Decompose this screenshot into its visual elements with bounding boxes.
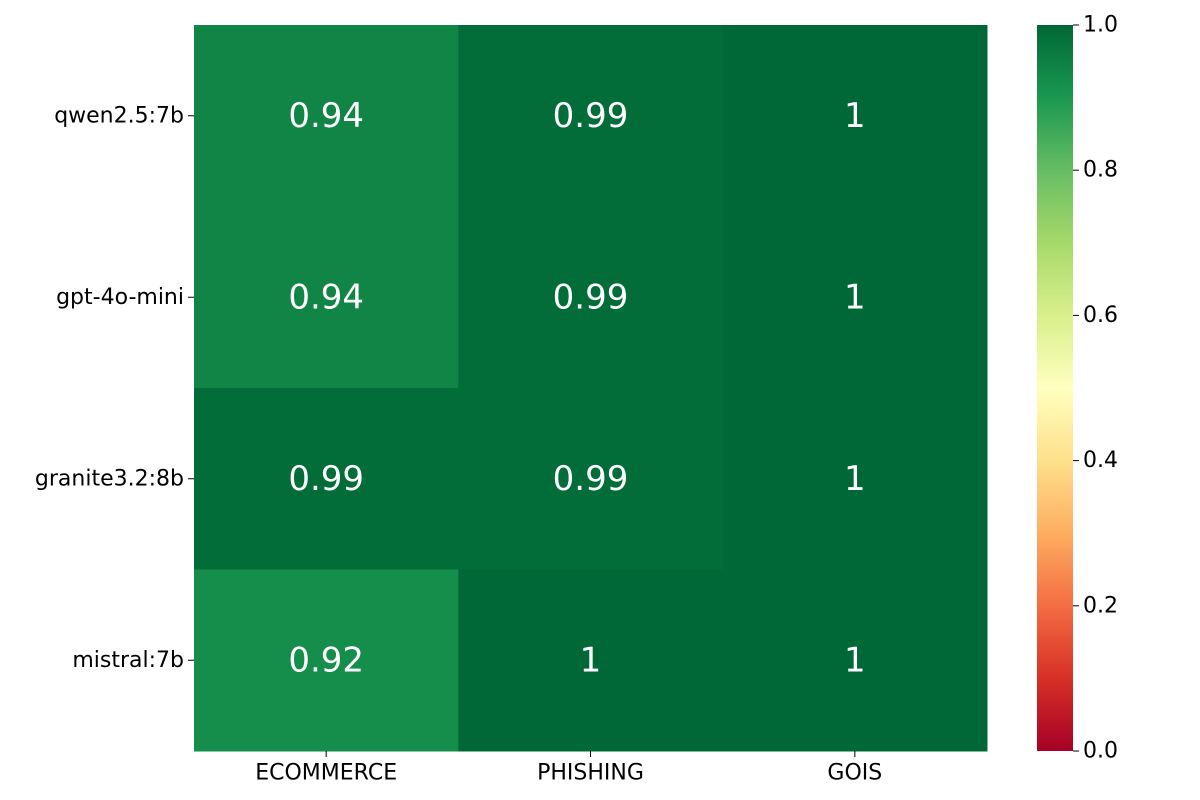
cell-value-label: 0.99 — [553, 459, 629, 499]
x-tick-label: PHISHING — [537, 761, 644, 786]
heatmap-cell — [458, 206, 724, 389]
cell-value-label: 0.99 — [553, 96, 629, 136]
heatmap-cell — [194, 25, 459, 207]
y-tick-label: mistral:7b — [72, 648, 184, 673]
heatmap-cell — [722, 569, 988, 752]
heatmap-cells — [194, 25, 988, 752]
cell-value-label: 1 — [844, 277, 866, 317]
heatmap-cell — [722, 206, 988, 389]
cell-value-label: 1 — [844, 459, 866, 499]
cell-value-label: 0.92 — [288, 640, 364, 680]
colorbar-tick-label: 0.6 — [1083, 303, 1118, 328]
y-tick-label: gpt-4o-mini — [56, 285, 184, 310]
colorbar-tick-label: 0.8 — [1083, 158, 1118, 183]
cell-value-label: 0.99 — [553, 277, 629, 317]
cell-annotations: 0.94 0.99 1 0.94 0.99 1 0.99 0.99 1 0.92 1 1 — [288, 96, 865, 681]
cell-value-label: 1 — [844, 640, 866, 680]
cell-value-label: 0.94 — [288, 277, 364, 317]
heatmap-cell — [458, 388, 724, 570]
colorbar-tick-label: 0.4 — [1083, 448, 1118, 473]
heatmap-cell — [194, 206, 459, 389]
heatmap-cell — [722, 388, 988, 570]
cell-value-label: 0.94 — [288, 96, 364, 136]
cell-value-label: 1 — [580, 640, 602, 680]
x-axis-tick-labels: ECOMMERCE PHISHING GOIS — [255, 751, 882, 786]
x-tick-label: GOIS — [827, 761, 882, 786]
colorbar — [1037, 25, 1073, 751]
colorbar-tick-label: 0.2 — [1083, 593, 1118, 618]
colorbar-ticks: 0.0 0.2 0.4 0.6 0.8 1.0 — [1073, 13, 1118, 764]
y-tick-label: granite3.2:8b — [35, 466, 184, 491]
heatmap-cell — [722, 25, 988, 207]
y-axis-tick-labels: qwen2.5:7b gpt-4o-mini granite3.2:8b mistra… — [35, 103, 194, 673]
heatmap-cell — [194, 569, 459, 752]
cell-value-label: 1 — [844, 96, 866, 136]
x-tick-label: ECOMMERCE — [255, 761, 397, 786]
heatmap-cell — [194, 388, 459, 570]
heatmap-cell — [458, 569, 724, 752]
colorbar-tick-label: 1.0 — [1083, 13, 1118, 38]
y-tick-label: qwen2.5:7b — [54, 103, 184, 128]
heatmap-cell — [458, 25, 724, 207]
colorbar-tick-label: 0.0 — [1083, 739, 1118, 764]
cell-value-label: 0.99 — [288, 459, 364, 499]
